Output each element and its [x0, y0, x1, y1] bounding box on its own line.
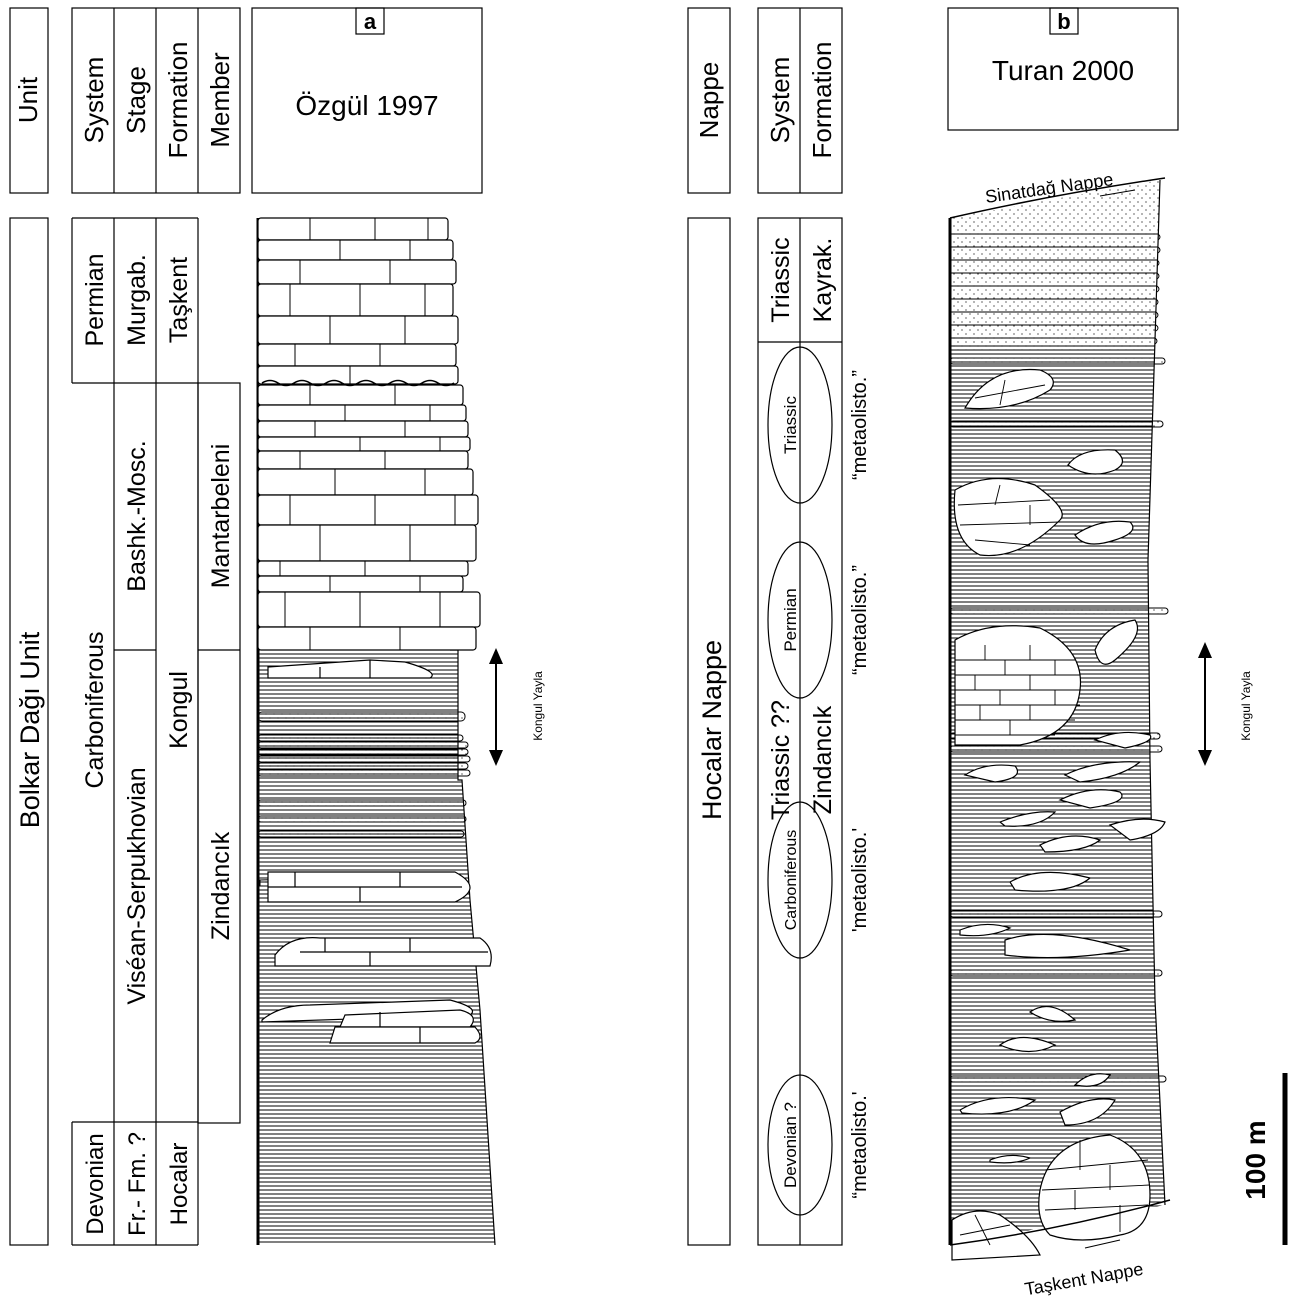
panel-b-author: Turan 2000	[992, 55, 1134, 86]
system-permian: Permian	[81, 253, 109, 346]
header-unit: Unit	[13, 76, 43, 123]
formation-kayrak: Kayrak.	[809, 238, 837, 323]
panel-b-strat-table	[687, 217, 843, 1246]
header-stage: Stage	[121, 66, 151, 134]
limestone-beds-upper	[257, 217, 481, 651]
stage-visean-serpukhovian: Viséan-Serpukhovian	[123, 767, 151, 1004]
olisto-age-devonian: Devonian ?	[781, 1102, 800, 1188]
sandstone-bedding-b	[950, 233, 1161, 345]
olisto-age-triassic: Triassic	[781, 396, 800, 454]
header-formation: Formation	[163, 41, 193, 158]
unconformity-line	[261, 379, 455, 387]
olisto-age-permian: Permian	[781, 588, 800, 651]
header-nappe: Nappe	[694, 62, 724, 139]
header-system-b: System	[765, 57, 795, 144]
kongul-yayla-label-b: Kongul Yayla	[1239, 671, 1253, 741]
kongul-yayla-label-a: Kongul Yayla	[531, 671, 545, 741]
formation-hocalar: Hocalar	[166, 1143, 193, 1226]
system-triassic-b: Triassic	[767, 237, 795, 322]
member-zindancik: Zindancık	[207, 831, 235, 940]
scale-bar-label: 100 m	[1240, 1120, 1271, 1199]
formation-zindancik-b: Zindancık	[809, 705, 837, 814]
olisto-name-1: “metaolisto.”	[849, 370, 871, 480]
formation-kongul: Kongul	[165, 671, 193, 749]
panel-a-strat-table	[9, 217, 241, 1246]
kongul-yayla-arrow-a: Kongul Yayla	[489, 648, 545, 766]
panel-a-column: Kongul Yayla	[256, 217, 545, 1246]
system-triassic-qq: Triassic ??	[767, 700, 795, 820]
member-mantarbeleni: Mantarbeleni	[207, 444, 235, 589]
header-system: System	[79, 57, 109, 144]
olisto-name-2: “metaolisto.”	[849, 565, 871, 675]
system-devonian: Devonian	[82, 1133, 109, 1234]
olisto-age-carboniferous: Carboniferous	[783, 830, 800, 931]
panel-b-letter: b	[1057, 9, 1070, 34]
olisto-name-3: 'metaolisto.'	[849, 828, 871, 932]
stage-murgab: Murgab.	[123, 254, 151, 346]
kongul-yayla-arrow-b: Kongul Yayla	[1198, 642, 1253, 766]
unit-label: Bolkar Dağı Unit	[15, 631, 45, 828]
sandstone-interbeds-b	[949, 357, 1169, 1083]
panel-a-labels: Bolkar Dağı Unit Permian Carboniferous D…	[15, 253, 235, 1236]
limestone-lenses-a	[261, 659, 492, 1044]
bottom-contact-label: Taşkent Nappe	[1023, 1259, 1145, 1300]
panel-b-column: Sinatdağ Nappe Taşkent Nappe Kongul Yayl…	[948, 169, 1253, 1300]
panel-a-header: Unit System Stage Formation Member a Özg…	[9, 7, 483, 194]
panel-b-olistoliths	[767, 346, 833, 1216]
panel-a-author: Özgül 1997	[295, 90, 438, 121]
panel-a-letter: a	[364, 9, 377, 34]
olisto-name-4: “metaolisto.'	[849, 1091, 871, 1198]
olistolith-joints-b	[955, 379, 1151, 1246]
stage-bashk-mosc: Bashk.-Mosc.	[123, 440, 151, 591]
panel-b-header: Nappe System Formation b Turan 2000	[687, 7, 1179, 194]
header-member: Member	[205, 52, 235, 148]
panel-b-labels: Hocalar Nappe Triassic Kayrak. Triassic …	[697, 237, 871, 1198]
limestone-joints-upper	[279, 218, 456, 650]
formation-taskent: Taşkent	[165, 257, 193, 343]
nappe-label: Hocalar Nappe	[697, 640, 727, 820]
stage-fr-fm: Fr.- Fm. ?	[124, 1132, 151, 1236]
header-formation-b: Formation	[807, 41, 837, 158]
scale-bar: 100 m	[1240, 1073, 1288, 1245]
olistolith-blocks-b	[951, 368, 1166, 1261]
system-carboniferous: Carboniferous	[81, 631, 109, 788]
